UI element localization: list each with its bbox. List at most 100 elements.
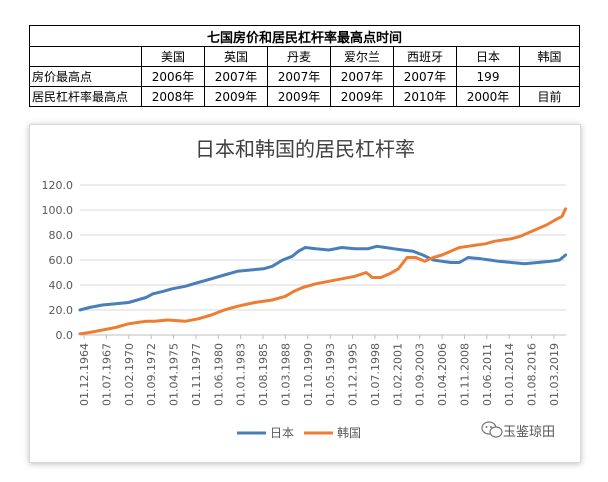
data-point [467, 245, 469, 247]
y-tick-label: 40.0 [49, 279, 74, 292]
table-header-cell: 西班牙 [393, 46, 457, 67]
data-point [341, 246, 343, 249]
data-point [136, 321, 138, 324]
data-point [184, 285, 186, 287]
data-point [315, 283, 317, 285]
data-point [197, 318, 199, 320]
data-point [145, 320, 147, 322]
data-point [341, 278, 343, 280]
x-tick-label: 01.02.2001 [391, 343, 404, 406]
data-point [304, 246, 306, 249]
data-point [271, 265, 273, 267]
series-line-korea [78, 207, 568, 336]
y-tick-label: 20.0 [49, 304, 74, 317]
x-tick-label: 01.06.1980 [212, 343, 225, 406]
table-cell: 2007年 [204, 66, 268, 87]
table-title: 七国房价和居民杠杆率最高点时间 [28, 25, 581, 47]
data-point [282, 259, 284, 261]
table-cell: 2009年 [330, 86, 394, 107]
y-tick-label: 100.0 [42, 204, 74, 217]
data-point [354, 275, 356, 277]
data-point [497, 260, 500, 262]
data-point [114, 326, 117, 329]
table-cell: 2000年 [456, 86, 520, 107]
data-point [315, 248, 317, 250]
data-point [328, 280, 330, 282]
x-tick-label: 01.06.2011 [481, 343, 494, 406]
data-point [545, 224, 548, 226]
data-point [167, 319, 169, 321]
x-tick-label: 01.12.1995 [347, 343, 360, 406]
data-point [171, 288, 173, 290]
data-point [262, 268, 265, 270]
x-tick-label: 01.08.1985 [257, 343, 270, 406]
data-point [128, 301, 130, 304]
table-cell: 2006年 [141, 66, 205, 87]
y-axis-ticks: 0.0 20.0 40.0 60.0 80.0 100.0 120.0 [42, 179, 74, 342]
table-header-cell: 日本 [456, 46, 520, 67]
legend-label-korea: 韩国 [337, 425, 361, 440]
chart-legend: 日本 韩国 [237, 425, 361, 440]
data-point [450, 250, 452, 252]
data-point [101, 329, 104, 331]
data-point [354, 248, 356, 250]
watermark: 玉鉴琼田 [481, 421, 555, 440]
table-row: 居民杠杆率最高点 2008年 2009年 2009年 2009年 2010年 2… [29, 86, 581, 107]
x-tick-label: 01.08.2016 [526, 343, 539, 406]
data-point [528, 231, 530, 234]
data-point [236, 305, 238, 307]
table-cell: 目前 [518, 86, 581, 107]
x-tick-label: 01.01.1983 [235, 343, 248, 406]
data-point [511, 238, 513, 240]
data-point [406, 256, 408, 259]
data-point [537, 261, 539, 264]
series-line-japan [78, 244, 568, 312]
data-point [380, 276, 382, 279]
data-point [441, 260, 443, 262]
y-tick-label: 80.0 [49, 229, 74, 242]
data-point [565, 254, 567, 256]
data-point [493, 240, 495, 242]
data-point [476, 244, 478, 246]
data-point [79, 309, 81, 311]
chart-series [78, 207, 568, 336]
x-tick-label: 01.11.1977 [190, 343, 203, 406]
table-cell: 2007年 [330, 66, 394, 87]
data-point [371, 276, 373, 279]
data-point [424, 260, 426, 262]
table-header-cell: 爱尔兰 [330, 46, 394, 67]
table-header-cell [29, 46, 142, 67]
data-point [128, 323, 130, 325]
data-point [293, 290, 295, 292]
data-point [210, 278, 212, 280]
data-point [397, 268, 399, 270]
y-tick-label: 120.0 [42, 179, 74, 192]
data-point [249, 269, 252, 271]
data-point [152, 293, 154, 295]
data-point [145, 296, 147, 299]
table-cell: 2007年 [393, 66, 457, 87]
data-point [511, 261, 513, 264]
x-tick-label: 01.09.2003 [414, 343, 427, 406]
data-point [561, 215, 563, 217]
data-point [284, 295, 286, 297]
data-point [480, 258, 482, 260]
data-point [489, 259, 491, 261]
data-point [519, 235, 521, 237]
summary-table: 七国房价和居民杠杆率最高点时间 美国 英国 丹麦 爱尔兰 西班牙 日本 韩国 房… [28, 25, 581, 107]
data-point [114, 303, 117, 305]
data-point [271, 299, 273, 301]
data-point [554, 219, 556, 221]
chart-title: 日本和韩国的居民杠杆率 [195, 137, 415, 161]
table-cell: 2009年 [204, 86, 268, 107]
data-point [302, 286, 304, 289]
table-header-row: 美国 英国 丹麦 爱尔兰 西班牙 日本 韩国 [29, 46, 581, 67]
table-header-cell: 丹麦 [267, 46, 331, 67]
data-point [88, 306, 90, 309]
data-point [384, 246, 386, 249]
table-cell [518, 66, 581, 87]
x-tick-label: 01.01.2014 [503, 343, 516, 406]
data-point [88, 331, 90, 334]
x-tick-label: 01.07.1998 [369, 343, 382, 406]
data-point [415, 256, 417, 259]
